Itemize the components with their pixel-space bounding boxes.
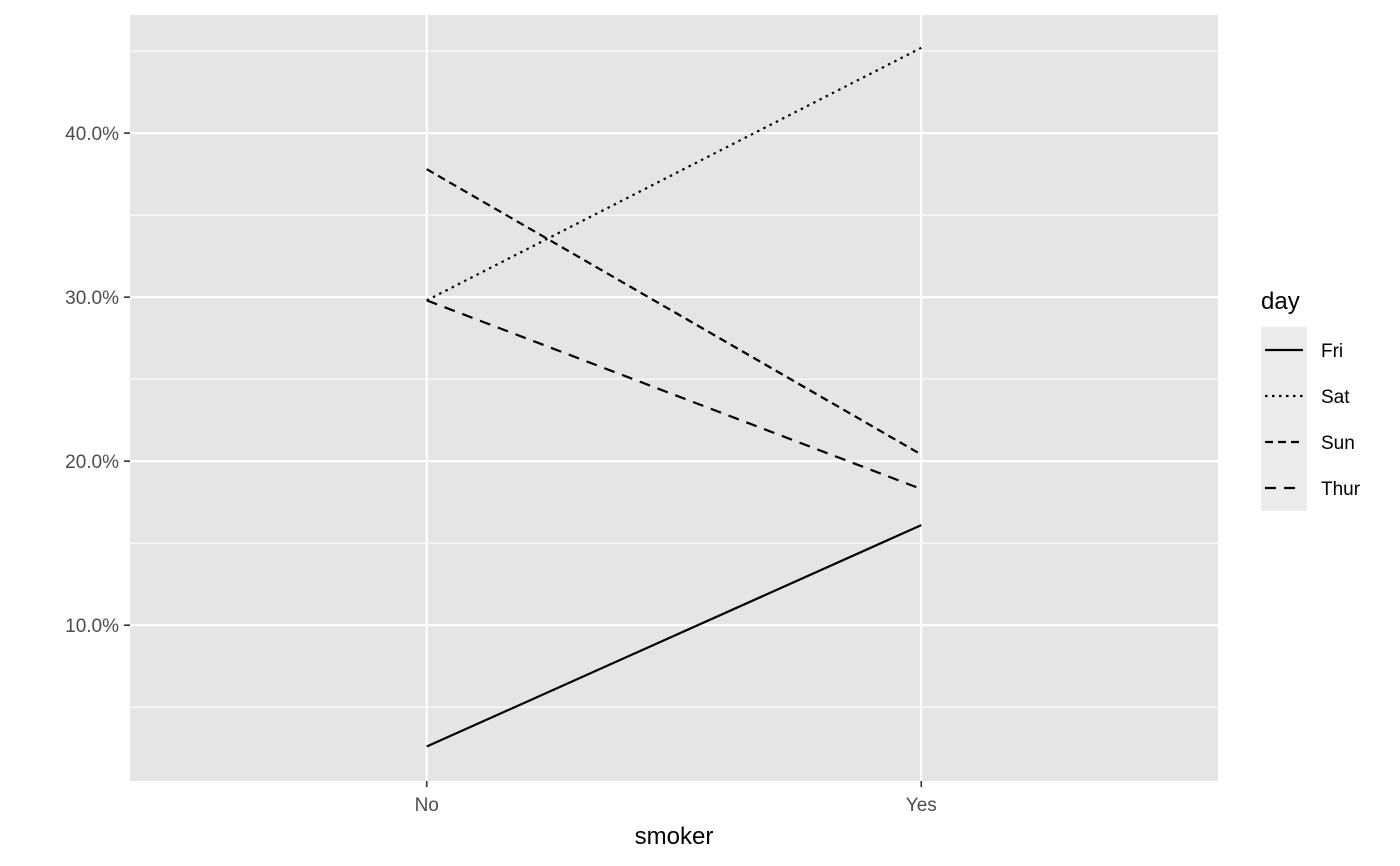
x-axis: No Yes (415, 781, 937, 816)
grid-minor (130, 50, 1218, 708)
grid-major (130, 15, 1218, 781)
legend-label-fri: Fri (1321, 341, 1343, 362)
y-tick-label: 20.0% (65, 452, 119, 473)
series-line-sat (426, 46, 922, 302)
x-tick-label: No (415, 795, 439, 816)
series-lines (426, 46, 922, 748)
legend-label-sun: Sun (1321, 433, 1355, 454)
legend-label-sat: Sat (1321, 387, 1350, 408)
legend-title: day (1261, 288, 1300, 315)
legend: day Fri Sat Sun Thur (1261, 288, 1361, 511)
series-line-fri (426, 524, 922, 748)
y-tick-label: 30.0% (65, 288, 119, 309)
series-line-thur (426, 299, 922, 491)
legend-label-thur: Thur (1321, 479, 1361, 500)
series-line-sun (426, 168, 922, 456)
y-axis: 10.0% 20.0% 30.0% 40.0% (65, 124, 130, 637)
y-tick-label: 10.0% (65, 616, 119, 637)
legend-key-background (1261, 327, 1307, 511)
y-tick-label: 40.0% (65, 124, 119, 145)
x-tick-label: Yes (906, 795, 937, 816)
legend-items: Fri Sat Sun Thur (1265, 341, 1361, 500)
plot-panel (130, 15, 1218, 781)
x-axis-title: smoker (635, 823, 714, 850)
